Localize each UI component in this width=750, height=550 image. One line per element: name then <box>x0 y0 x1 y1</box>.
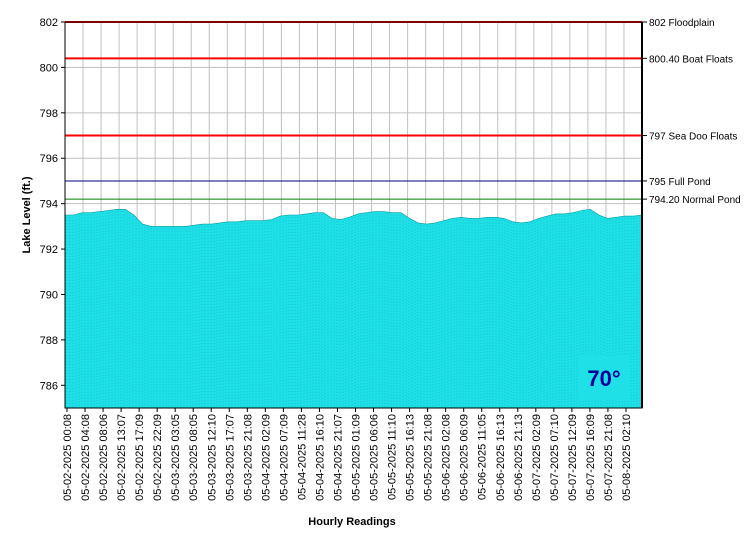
reference-label: 795 Full Pond <box>649 177 711 188</box>
x-tick-label: 05-03-2025 17:07 <box>224 414 236 501</box>
x-tick-label: 05-06-2025 06:09 <box>459 414 471 501</box>
x-tick-label: 05-05-2025 01:09 <box>351 414 363 501</box>
y-tick-label: 802 <box>40 17 58 29</box>
x-tick-label: 05-06-2025 02:08 <box>441 414 453 501</box>
x-axis-title: Hourly Readings <box>308 516 395 528</box>
x-tick-label: 05-03-2025 03:05 <box>170 414 182 501</box>
y-tick-label: 798 <box>40 108 58 120</box>
x-tick-label: 05-04-2025 02:09 <box>260 414 272 501</box>
x-tick-label: 05-03-2025 21:08 <box>242 414 254 501</box>
x-tick-label: 05-05-2025 21:08 <box>423 414 435 501</box>
x-tick-label: 05-06-2025 11:05 <box>477 414 489 500</box>
temperature-badge <box>578 356 630 400</box>
y-tick-label: 790 <box>40 289 58 301</box>
x-tick-label: 05-04-2025 07:09 <box>278 414 290 501</box>
y-tick-label: 796 <box>40 153 58 165</box>
y-axis-title: Lake Level (ft.) <box>21 176 33 253</box>
x-tick-label: 05-05-2025 11:10 <box>387 414 399 500</box>
reference-label: 802 Floodplain <box>649 18 715 29</box>
x-tick-label: 05-04-2025 21:07 <box>332 414 344 501</box>
temperature-value: 70° <box>587 366 620 391</box>
x-tick-label: 05-03-2025 08:05 <box>188 414 200 501</box>
y-tick-label: 794 <box>40 199 58 211</box>
y-axis-ticks: 786 788 790 792 794 796 798 800 802 <box>40 17 65 392</box>
x-tick-label: 05-07-2025 07:10 <box>549 414 561 501</box>
x-axis-ticks: 05-02-2025 00:08 05-02-2025 04:08 05-02-20… <box>62 408 633 501</box>
y-tick-label: 786 <box>40 380 58 392</box>
x-tick-label: 05-03-2025 12:10 <box>206 414 218 501</box>
reference-label: 800.40 Boat Floats <box>649 54 733 65</box>
x-tick-label: 05-06-2025 16:13 <box>495 414 507 501</box>
x-tick-label: 05-04-2025 16:10 <box>314 414 326 501</box>
y-tick-label: 788 <box>40 335 58 347</box>
x-tick-label: 05-02-2025 08:06 <box>98 414 110 501</box>
x-tick-label: 05-07-2025 16:09 <box>585 414 597 501</box>
x-tick-label: 05-07-2025 12:09 <box>567 414 579 501</box>
x-tick-label: 05-06-2025 21:13 <box>513 414 525 501</box>
y-tick-label: 800 <box>40 62 58 74</box>
x-tick-label: 05-02-2025 22:09 <box>152 414 164 501</box>
x-tick-label: 05-02-2025 17:09 <box>134 414 146 501</box>
series-area <box>64 208 643 409</box>
x-tick-label: 05-02-2025 00:08 <box>62 414 74 501</box>
x-tick-label: 05-08-2025 02:10 <box>621 414 633 501</box>
x-tick-label: 05-05-2025 06:06 <box>369 414 381 501</box>
reference-labels: 802 Floodplain 800.40 Boat Floats 797 Sea … <box>642 18 741 206</box>
x-tick-label: 05-07-2025 21:08 <box>603 414 615 501</box>
area-series <box>64 208 643 409</box>
x-tick-label: 05-07-2025 02:09 <box>531 414 543 501</box>
y-tick-label: 792 <box>40 244 58 256</box>
reference-label: 797 Sea Doo Floats <box>649 132 737 143</box>
x-tick-label: 05-05-2025 16:13 <box>405 414 417 501</box>
x-tick-label: 05-02-2025 04:08 <box>80 414 92 501</box>
x-tick-label: 05-04-2025 11:28 <box>296 414 308 500</box>
x-tick-label: 05-02-2025 13:07 <box>116 414 128 501</box>
reference-label: 794.20 Normal Pond <box>649 195 741 206</box>
